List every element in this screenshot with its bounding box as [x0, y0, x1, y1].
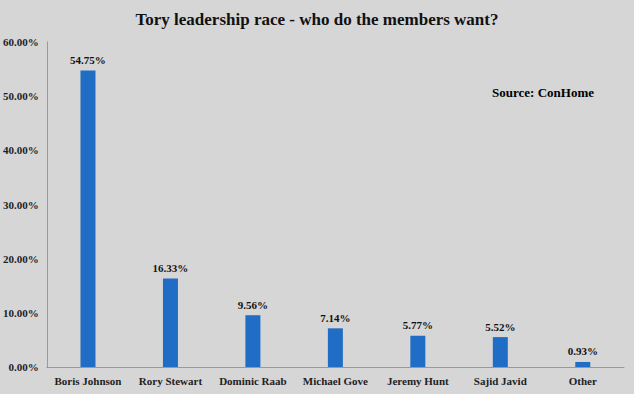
svg-text:20.00%: 20.00% [3, 253, 39, 265]
svg-text:54.75%: 54.75% [70, 54, 106, 66]
svg-text:16.33%: 16.33% [153, 262, 189, 274]
svg-text:50.00%: 50.00% [3, 90, 39, 102]
svg-text:Jeremy Hunt: Jeremy Hunt [387, 375, 449, 387]
svg-text:Source: ConHome: Source: ConHome [492, 85, 594, 100]
svg-text:Tory leadership race - who do: Tory leadership race - who do the member… [136, 10, 499, 29]
svg-text:0.93%: 0.93% [568, 345, 598, 357]
svg-text:0.00%: 0.00% [9, 361, 39, 373]
svg-text:Michael Gove: Michael Gove [303, 375, 368, 387]
svg-text:9.56%: 9.56% [238, 299, 268, 311]
svg-text:7.14%: 7.14% [320, 312, 350, 324]
svg-text:5.77%: 5.77% [403, 319, 433, 331]
svg-text:40.00%: 40.00% [3, 144, 39, 156]
svg-text:60.00%: 60.00% [3, 36, 39, 48]
svg-text:5.52%: 5.52% [485, 321, 515, 333]
svg-text:10.00%: 10.00% [3, 307, 39, 319]
svg-text:Other: Other [569, 375, 597, 387]
svg-text:Boris Johnson: Boris Johnson [55, 375, 122, 387]
svg-text:Dominic Raab: Dominic Raab [219, 375, 287, 387]
svg-text:Sajid Javid: Sajid Javid [474, 375, 527, 387]
svg-text:Rory Stewart: Rory Stewart [139, 375, 203, 387]
svg-text:30.00%: 30.00% [3, 199, 39, 211]
